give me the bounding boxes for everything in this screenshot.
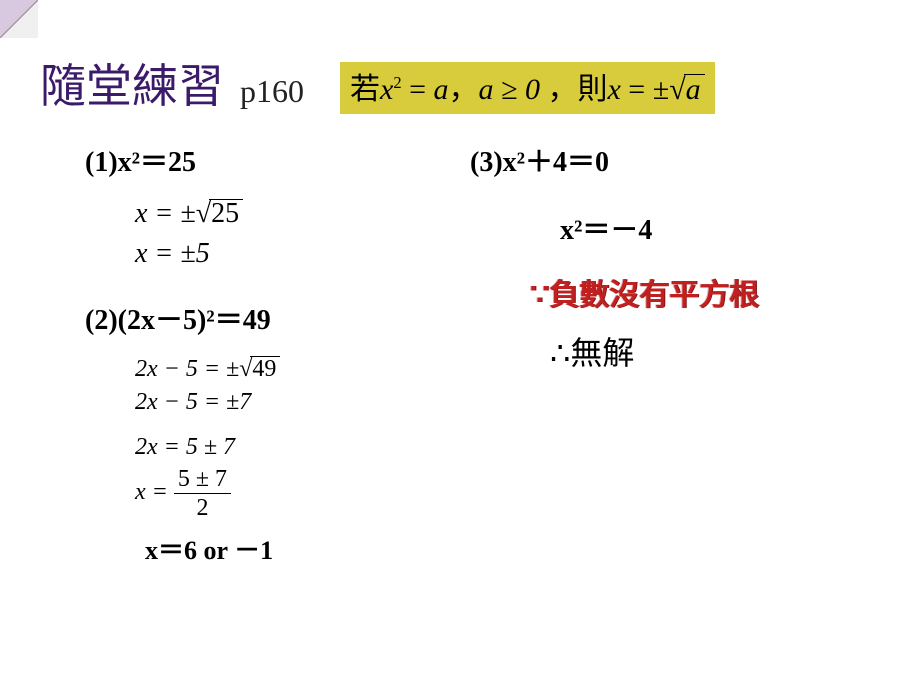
formula-resvar: x bbox=[607, 73, 620, 106]
left-column: (1)x²＝25 x = ±√25 x = ±5 (2)(2x－5)²＝49 2… bbox=[85, 140, 465, 567]
formula-box: 若x2 = a，a ≥ 0 ，則x = ±√a bbox=[340, 62, 715, 114]
p1-step1: x = ±√25 bbox=[135, 198, 465, 230]
formula-rhs: a bbox=[434, 73, 449, 106]
right-column: (3)x²＋4＝0 x²＝－4 ∵負數沒有平方根 ∴無解 bbox=[470, 140, 890, 374]
p2-s2: 2x − 5 = ±7 bbox=[135, 389, 465, 416]
p2-den: 2 bbox=[174, 494, 231, 520]
comma2: ， bbox=[547, 73, 577, 106]
formula-eq1: = bbox=[409, 73, 433, 106]
formula-sup: 2 bbox=[393, 73, 401, 92]
title-main: 隨堂練習 bbox=[40, 50, 224, 116]
p3-conclusion: ∴無解 bbox=[550, 328, 890, 374]
p2-s4: x = 5 ± 7 2 bbox=[135, 467, 465, 520]
p2-s1-root: 49 bbox=[250, 356, 280, 381]
p2-num: 5 ± 7 bbox=[174, 467, 231, 494]
title-row: 隨堂練習 p160 bbox=[40, 50, 304, 116]
formula-then: 則 bbox=[577, 73, 607, 106]
formula-reseq: = ± bbox=[628, 73, 669, 106]
p2-s1-pre: 2x − 5 = ± bbox=[135, 356, 239, 382]
corner-fold bbox=[0, 0, 38, 38]
p2-head: (2)(2x－5)²＝49 bbox=[85, 298, 465, 338]
p3-reason-txt: 負數沒有平方根 bbox=[549, 279, 759, 312]
p3-s1: x²＝－4 bbox=[560, 208, 890, 248]
formula-root: a bbox=[684, 74, 705, 105]
p1-step2: x = ±5 bbox=[135, 238, 465, 270]
formula-prefix: 若 bbox=[350, 73, 380, 106]
therefore-symbol: ∴ bbox=[550, 335, 570, 371]
p2-s4-lhs: x = bbox=[135, 479, 168, 505]
p1-step1-root: 25 bbox=[209, 199, 243, 228]
p2-answer: x＝6 or －1 bbox=[145, 530, 465, 567]
p3-head: (3)x²＋4＝0 bbox=[470, 140, 890, 180]
p1-head: (1)x²＝25 bbox=[85, 140, 465, 180]
formula-cond: a ≥ 0 bbox=[479, 73, 540, 106]
p3-concl-txt: 無解 bbox=[570, 335, 634, 371]
title-page: p160 bbox=[240, 73, 304, 110]
p2-fraction: 5 ± 7 2 bbox=[174, 467, 231, 520]
p1-step1-pre: x = ± bbox=[135, 198, 196, 229]
p3-reason: ∵負數沒有平方根 bbox=[530, 270, 890, 314]
formula-var: x bbox=[380, 73, 393, 106]
because-symbol: ∵ bbox=[530, 279, 549, 312]
p2-s3: 2x = 5 ± 7 bbox=[135, 434, 465, 461]
comma1: ， bbox=[449, 73, 479, 106]
p2-s1: 2x − 5 = ±√49 bbox=[135, 356, 465, 383]
